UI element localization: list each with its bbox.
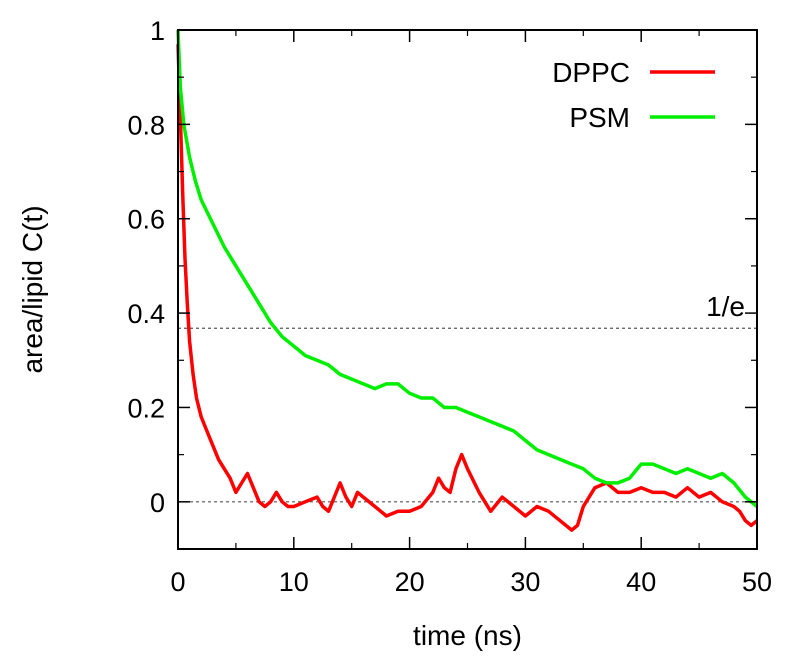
x-tick-label: 0 — [170, 567, 185, 597]
y-tick-label: 1 — [150, 16, 165, 46]
y-tick-label: 0.4 — [127, 299, 165, 329]
series-layer — [176, 29, 759, 532]
x-tick-label: 10 — [279, 567, 309, 597]
x-tick-label: 40 — [626, 567, 656, 597]
y-tick-label: 0.6 — [127, 205, 165, 235]
x-tick-label: 30 — [510, 567, 540, 597]
x-tick-label: 20 — [395, 567, 425, 597]
series-line-dppc — [176, 44, 759, 532]
ticks — [177, 29, 758, 549]
tick-labels: 0 10 20 30 40 50 0 0.2 0.4 0.6 0.8 1 — [127, 16, 772, 597]
x-axis-label: time (ns) — [413, 620, 522, 651]
y-axis-label: area/lipid C(t) — [17, 205, 48, 373]
series-line-psm — [176, 29, 759, 508]
legend: DPPC PSM — [552, 57, 715, 133]
y-tick-label: 0 — [150, 488, 165, 518]
legend-label-dppc: DPPC — [552, 57, 630, 88]
y-tick-label: 0.2 — [127, 393, 165, 423]
y-tick-label: 0.8 — [127, 110, 165, 140]
reference-line-label: 1/e — [706, 291, 745, 322]
x-tick-label: 50 — [742, 567, 772, 597]
legend-label-psm: PSM — [569, 102, 630, 133]
